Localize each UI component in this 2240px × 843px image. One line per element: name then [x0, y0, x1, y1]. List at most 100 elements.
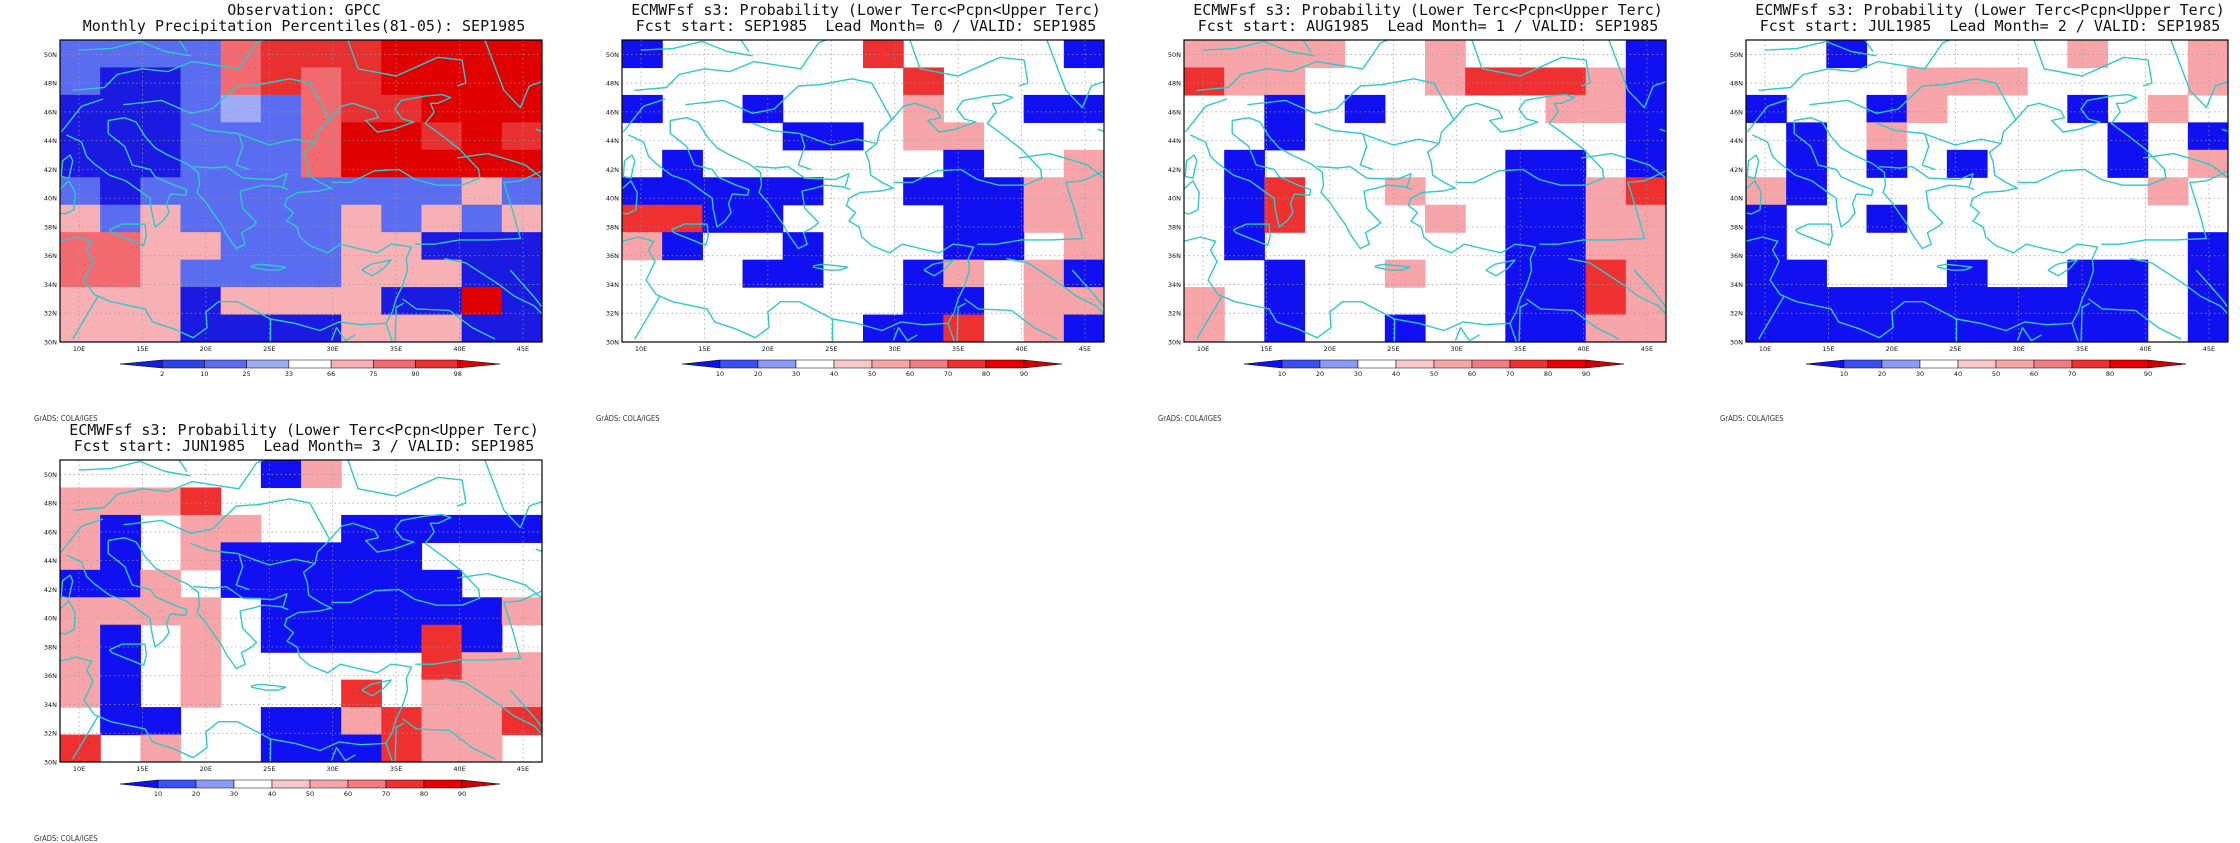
coastline: [108, 643, 148, 667]
grid-cell: [1344, 94, 1386, 123]
grid-cell: [180, 259, 222, 288]
coastline: [1006, 257, 1104, 316]
grid-cell: [180, 204, 222, 233]
coastline: [509, 689, 542, 729]
lon-tick-label: 25E: [263, 345, 275, 353]
grid-cell: [863, 314, 904, 342]
lon-tick-label: 35E: [390, 765, 402, 773]
lat-tick-label: 48N: [44, 80, 57, 88]
grid-cell: [341, 40, 382, 69]
grid-cell: [60, 94, 101, 123]
grid-cell: [421, 624, 463, 653]
coastline: [1202, 40, 1315, 57]
grid-cell: [1505, 204, 1547, 233]
lat-tick-label: 50N: [1168, 51, 1181, 59]
grid-cell: [501, 514, 542, 543]
grid-cell: [983, 177, 1025, 206]
grid-cell: [260, 707, 302, 736]
grid-cells: [622, 40, 1104, 342]
grid-cell: [461, 177, 503, 206]
grid-cell: [1946, 67, 1988, 96]
colorbar-label: 80: [2106, 370, 2114, 378]
colorbar-swatch: [947, 359, 987, 369]
panel-forecast-lead-3: ECMWFsf s3: Probability (Lower Terc<Pcpn…: [34, 420, 574, 843]
colorbar: 2 10 25 33 66 75 90 98: [119, 359, 501, 378]
grid-cell: [501, 652, 542, 681]
grid-cell: [301, 314, 342, 342]
coastline: [60, 98, 104, 133]
lon-tick-label: 35E: [390, 345, 402, 353]
grid-cell: [100, 287, 141, 316]
coastline: [1758, 40, 1952, 91]
colorbar-swatch: [423, 779, 463, 789]
colorbar-swatch: [309, 779, 349, 789]
coastline: [1969, 93, 2167, 324]
grid-cell: [260, 569, 302, 598]
grid-cell: [100, 624, 141, 653]
grid-cell: [943, 287, 985, 316]
grid-cell: [903, 177, 944, 206]
lat-tick-label: 48N: [1730, 80, 1743, 88]
colorbar-swatch: [1957, 359, 1997, 369]
grid-cell: [702, 177, 744, 206]
grid-cell: [1425, 40, 1466, 69]
grid-cell: [421, 149, 463, 178]
grid-cell: [180, 487, 222, 516]
coastline: [456, 572, 542, 599]
grid-cell: [1264, 204, 1306, 233]
grid-cell: [341, 542, 382, 571]
coastline: [415, 590, 542, 665]
colorbar-arrow: [2147, 359, 2187, 369]
colorbar-swatch: [1509, 359, 1549, 369]
coastline: [190, 122, 316, 146]
grid-cell: [622, 40, 663, 69]
coastline: [1752, 120, 1874, 228]
lat-tick-label: 30N: [44, 759, 57, 767]
grid-cell: [1746, 314, 1787, 342]
colorbar-label: 40: [268, 790, 276, 798]
coastline: [178, 40, 188, 52]
colorbar-arrow: [1805, 359, 1845, 369]
coastline: [1232, 116, 1413, 250]
grid-cell: [1264, 122, 1306, 151]
coastline: [2016, 326, 2042, 342]
coastline: [1936, 263, 1973, 271]
colorbar-label: 60: [344, 790, 352, 798]
lon-tick-label: 35E: [1514, 345, 1526, 353]
grid-cell: [220, 514, 262, 543]
colorbar-arrow: [461, 779, 501, 789]
lat-tick-label: 36N: [606, 252, 619, 260]
grid-cell: [140, 314, 182, 342]
grid-cell: [501, 314, 542, 342]
lon-tick-label: 25E: [1387, 345, 1399, 353]
colorbar-arrow: [1585, 359, 1625, 369]
coastline: [235, 553, 250, 591]
coastline: [909, 40, 1029, 87]
grid-cell: [1063, 94, 1104, 123]
grid-cell: [622, 177, 663, 206]
coastline: [1746, 180, 1762, 215]
coastlines: [622, 40, 1104, 342]
grid-cell: [140, 597, 182, 626]
coastline: [2130, 257, 2228, 316]
grid-cell: [341, 204, 382, 233]
coastlines: [1746, 40, 2228, 342]
colorbar-label: 50: [1992, 370, 2000, 378]
coastline: [1232, 223, 1272, 247]
grid-cell: [100, 707, 141, 736]
grid-cell: [1224, 177, 1265, 206]
grid-cell: [1585, 204, 1627, 233]
grid-cell: [742, 177, 784, 206]
grid-cell: [662, 149, 703, 178]
lat-tick-label: 40N: [606, 195, 619, 203]
grid-cell: [662, 204, 703, 233]
lat-tick-label: 32N: [1730, 310, 1743, 318]
grid-cell: [60, 122, 101, 151]
grid-cell: [260, 287, 302, 316]
lon-tick-label: 15E: [698, 345, 710, 353]
lat-tick-label: 36N: [44, 672, 57, 680]
grid-cell: [381, 707, 423, 736]
coastline: [1876, 122, 2002, 146]
grid-cell: [341, 287, 382, 316]
grid-cell: [1023, 94, 1065, 123]
